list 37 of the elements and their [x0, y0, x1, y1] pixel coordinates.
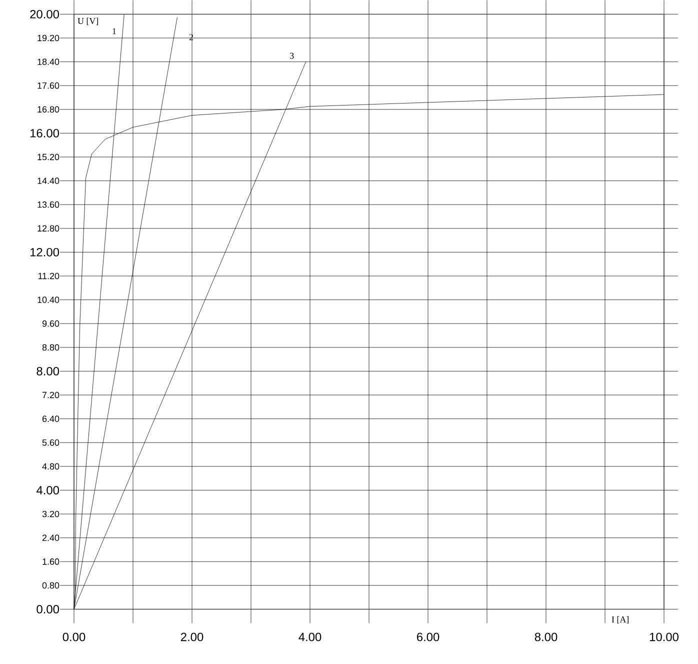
y-tick-label: 7.20 — [42, 392, 60, 398]
y-tick-label: 4.80 — [42, 463, 60, 470]
y-tick-label: 13.60 — [38, 201, 60, 208]
y-tick-label: 16.00 — [30, 128, 60, 138]
y-tick-label: 15.20 — [38, 154, 60, 160]
y-tick-label: 0.00 — [36, 604, 60, 614]
y-tick-label: 17.60 — [38, 82, 60, 89]
y-tick-label: 6.40 — [42, 416, 60, 422]
y-tick-label: 12.00 — [30, 248, 60, 256]
y-tick-label: 0.80 — [42, 582, 60, 588]
annotation: 1 — [112, 28, 116, 34]
x-tick-label: 0.00 — [62, 632, 86, 642]
y-tick-label: 12.80 — [38, 225, 60, 232]
y-tick-label: 2.40 — [42, 534, 60, 541]
y-tick-label: 9.60 — [42, 320, 60, 327]
annotation: 3 — [290, 52, 294, 59]
y-tick-label: 5.60 — [42, 439, 60, 446]
x-axis-title: I [A] — [612, 616, 628, 624]
annotation: 2 — [189, 34, 193, 40]
x-tick-label: 10.00 — [650, 632, 679, 642]
y-tick-label: 4.00 — [36, 486, 60, 494]
y-tick-label: 10.40 — [38, 296, 60, 303]
y-tick-label: 3.20 — [42, 510, 60, 518]
y-tick-label: 11.20 — [38, 272, 60, 280]
y-tick-label: 18.40 — [38, 58, 60, 65]
y-axis-title: U [V] — [78, 18, 98, 26]
x-tick-label: 8.00 — [534, 632, 558, 642]
y-tick-label: 8.80 — [42, 344, 60, 350]
x-tick-label: 6.00 — [416, 632, 440, 642]
x-tick-label: 2.00 — [180, 632, 204, 642]
y-tick-label: 1.60 — [42, 558, 60, 565]
x-tick-label: 4.00 — [298, 632, 322, 642]
y-tick-label: 8.00 — [36, 366, 60, 376]
y-tick-label: 19.20 — [38, 34, 60, 42]
y-tick-label: 16.80 — [38, 106, 60, 112]
y-tick-label: 20.00 — [30, 10, 60, 18]
y-tick-label: 14.40 — [38, 178, 60, 184]
